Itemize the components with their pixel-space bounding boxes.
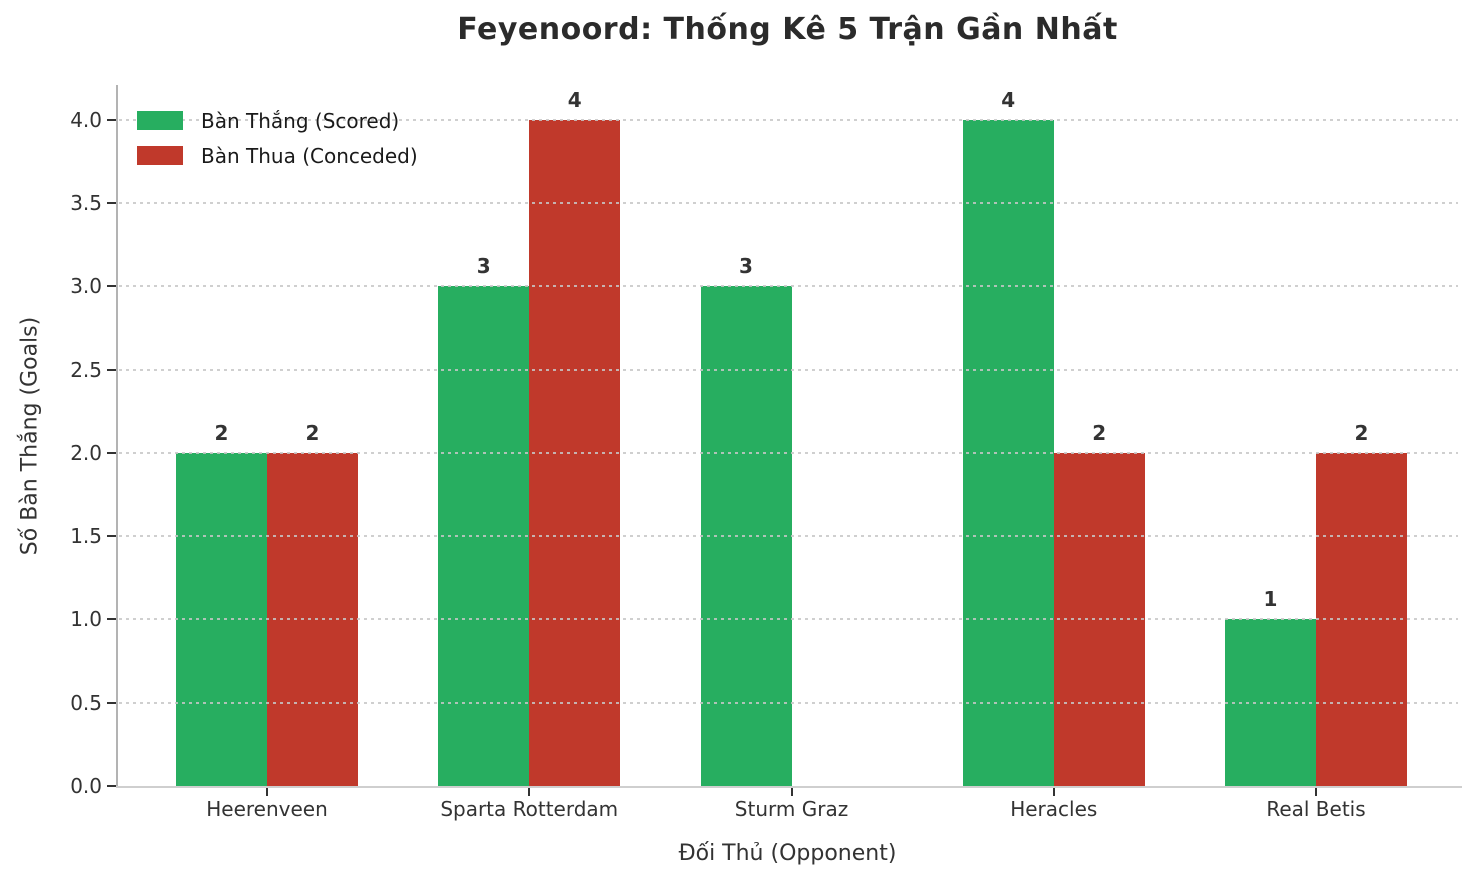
x-tick-mark xyxy=(528,788,531,796)
x-tick-label-heerenveen: Heerenveen xyxy=(206,797,328,821)
y-tick-mark xyxy=(107,701,116,704)
legend-swatch-conceded-icon xyxy=(137,146,183,165)
x-tick-mark xyxy=(1315,788,1317,796)
y-tick-mark xyxy=(107,285,116,288)
x-tick-label-real-betis: Real Betis xyxy=(1266,797,1366,821)
y-axis-title: Số Bàn Thắng (Goals) xyxy=(17,316,43,556)
legend-label-conceded: Bàn Thua (Conceded) xyxy=(201,143,418,168)
gridline-y-2.5 xyxy=(119,368,1458,371)
legend-item-conceded: Bàn Thua (Conceded) xyxy=(137,143,418,168)
bar-value-label: 2 xyxy=(305,420,320,445)
legend-swatch-scored-icon xyxy=(137,111,183,130)
y-tick-mark xyxy=(107,618,116,621)
y-tick-label: 3.5 xyxy=(70,191,102,216)
y-tick-label: 3.0 xyxy=(70,274,102,299)
gridline-y-3.0 xyxy=(119,285,1458,288)
y-tick-label: 0.5 xyxy=(70,690,102,715)
y-tick-label: 4.0 xyxy=(70,107,102,132)
bar-value-label: 2 xyxy=(214,420,229,445)
gridline-y-1.0 xyxy=(119,618,1458,621)
y-tick-mark xyxy=(107,451,116,454)
x-tick-label-sparta-rotterdam: Sparta Rotterdam xyxy=(440,797,619,821)
gridline-y-2.0 xyxy=(119,451,1458,454)
bar-value-label: 4 xyxy=(1001,87,1016,112)
y-tick-label: 2.5 xyxy=(70,357,102,382)
gridline-y-0.5 xyxy=(119,701,1458,704)
y-tick-mark xyxy=(107,368,116,371)
y-axis-spine xyxy=(116,85,118,788)
y-tick-mark xyxy=(107,535,116,538)
x-tick-mark xyxy=(790,788,793,796)
x-tick-mark xyxy=(1052,788,1055,796)
y-tick-mark xyxy=(107,118,116,121)
y-tick-label: 1.0 xyxy=(70,607,102,632)
legend: Bàn Thắng (Scored) Bàn Thua (Conceded) xyxy=(137,108,418,178)
y-tick-label: 0.0 xyxy=(70,774,102,798)
bar-value-label: 3 xyxy=(739,254,753,279)
x-axis-spine xyxy=(116,786,1462,788)
gridline-y-3.5 xyxy=(119,202,1458,205)
gridline-y-4.0 xyxy=(119,118,1458,121)
x-tick-label-sturm-graz: Sturm Graz xyxy=(734,797,849,821)
y-tick-mark xyxy=(107,785,116,787)
bar-value-label: 1 xyxy=(1263,587,1278,612)
gridline-y-1.5 xyxy=(119,535,1458,538)
bar-value-label: 2 xyxy=(1092,420,1107,445)
legend-item-scored: Bàn Thắng (Scored) xyxy=(137,108,418,133)
x-axis-title: Đối Thủ (Opponent) xyxy=(678,841,897,866)
chart-title: Feyenoord: Thống Kê 5 Trận Gần Nhất xyxy=(457,12,1118,47)
bar-value-label: 4 xyxy=(567,87,582,112)
bar-value-label: 3 xyxy=(476,254,491,279)
y-tick-mark xyxy=(107,202,116,205)
bar-value-label: 2 xyxy=(1354,420,1369,445)
legend-label-scored: Bàn Thắng (Scored) xyxy=(201,108,400,133)
x-tick-mark xyxy=(266,788,268,796)
y-tick-label: 1.5 xyxy=(70,524,102,549)
x-tick-label-heracles: Heracles xyxy=(1010,797,1098,821)
y-tick-label: 2.0 xyxy=(70,440,102,465)
